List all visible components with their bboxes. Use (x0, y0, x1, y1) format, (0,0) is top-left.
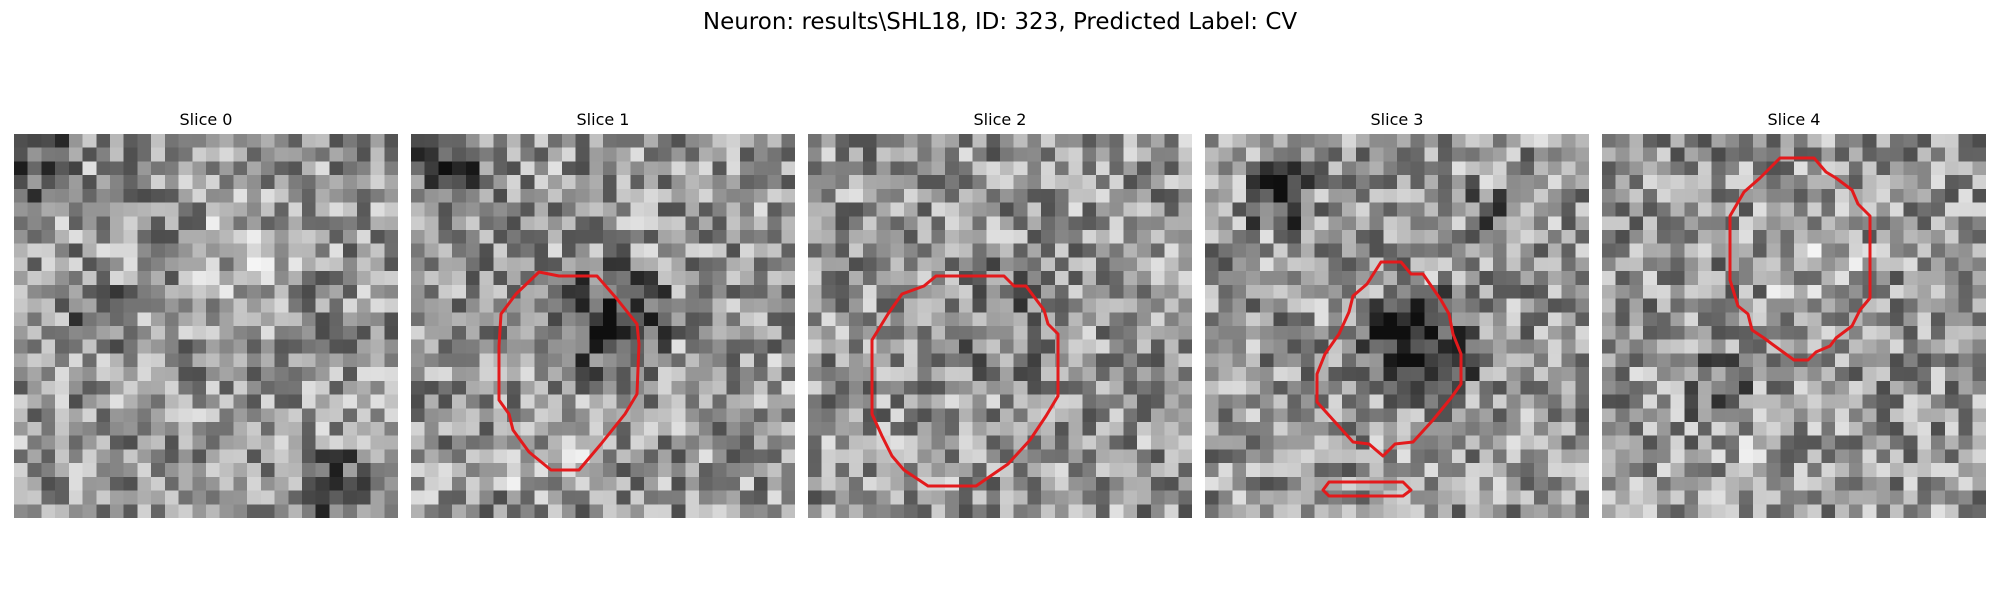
slice-image (14, 134, 398, 518)
slice-title: Slice 1 (576, 110, 630, 129)
slice-image (808, 134, 1192, 518)
slice-title: Slice 2 (973, 110, 1027, 129)
slice-title: Slice 4 (1767, 110, 1821, 129)
roi-outline-layer (1728, 156, 1872, 362)
roi-outline-layer (14, 134, 398, 518)
slice-image-frame (14, 134, 398, 518)
slice-title: Slice 0 (179, 110, 233, 129)
roi-outline-layer (1315, 260, 1463, 498)
slice-image-frame (808, 134, 1192, 518)
slice-image (411, 134, 795, 518)
roi-outline (1315, 260, 1463, 458)
slice-image-frame (1602, 134, 1986, 518)
roi-outline-layer (870, 274, 1060, 488)
roi-outline (870, 274, 1060, 488)
slice-image-frame (1205, 134, 1589, 518)
roi-outline (1728, 156, 1872, 362)
roi-outline-small (1321, 480, 1413, 498)
slice-image (1602, 134, 1986, 518)
slice-image (1205, 134, 1589, 518)
roi-outline-layer (497, 270, 641, 472)
slice-image-frame (411, 134, 795, 518)
slice-title: Slice 3 (1370, 110, 1424, 129)
figure-title: Neuron: results\SHL18, ID: 323, Predicte… (702, 9, 1298, 35)
roi-outline (497, 270, 641, 472)
